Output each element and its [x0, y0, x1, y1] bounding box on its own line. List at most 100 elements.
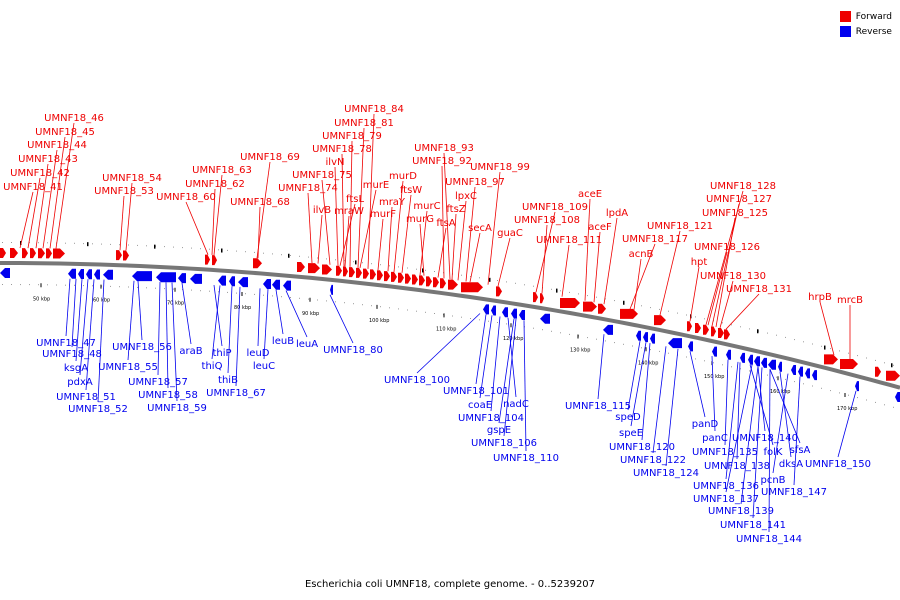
- reverse-gene-label: UMNF18_139: [708, 366, 774, 517]
- forward-gene-label: guaC: [497, 228, 523, 287]
- svg-text:panD: panD: [692, 419, 719, 430]
- reverse-gene-label: UMNF18_136: [693, 361, 759, 492]
- svg-text:coaE: coaE: [468, 400, 492, 411]
- forward-gene-label: UMNF18_99: [470, 162, 530, 285]
- forward-gene-7: [116, 250, 122, 261]
- forward-gene-label: murC: [413, 201, 441, 276]
- reverse-gene-label: thiB: [218, 286, 238, 386]
- svg-text:sfsA: sfsA: [790, 445, 811, 456]
- reverse-gene-15: [283, 280, 291, 291]
- forward-gene-11: [253, 258, 262, 269]
- forward-swatch: [839, 11, 851, 22]
- reverse-swatch: [839, 26, 851, 37]
- svg-text:UMNF18_150: UMNF18_150: [805, 459, 871, 470]
- svg-text:UMNF18_136: UMNF18_136: [693, 481, 759, 492]
- svg-text:thiQ: thiQ: [202, 361, 223, 372]
- forward-gene-label: UMNF18_126: [694, 242, 760, 326]
- svg-text:UMNF18_144: UMNF18_144: [736, 534, 802, 545]
- reverse-gene-label: UMNF18_56: [112, 280, 172, 353]
- forward-gene-25: [405, 273, 411, 284]
- svg-text:murC: murC: [413, 201, 440, 212]
- tick-label: 170 kbp: [837, 406, 857, 412]
- forward-gene-label: UMNF18_60: [156, 192, 216, 255]
- forward-gene-label: murE: [359, 180, 389, 269]
- reverse-gene-label: araB: [179, 283, 203, 357]
- forward-gene-42: [695, 323, 701, 334]
- reverse-gene-33: [754, 356, 760, 367]
- svg-text:hrpB: hrpB: [808, 292, 832, 303]
- svg-text:pcnB: pcnB: [760, 475, 785, 486]
- reverse-gene-27: [668, 338, 682, 349]
- forward-gene-47: [824, 354, 838, 365]
- svg-text:aceF: aceF: [588, 222, 612, 233]
- reverse-gene-label: UMNF18_137: [693, 365, 759, 505]
- svg-text:UMNF18_131: UMNF18_131: [726, 284, 792, 295]
- scale-ticks: 50 kbp 60 kbp 70 kbp 80 kbp 90 kbp 100 kbp 110…: [20, 241, 893, 412]
- reverse-gene-31: [740, 352, 745, 363]
- svg-text:UMNF18_44: UMNF18_44: [27, 140, 87, 151]
- reverse-gene-label: UMNF18_110: [493, 320, 559, 464]
- svg-text:UMNF18_125: UMNF18_125: [702, 208, 768, 219]
- svg-text:UMNF18_42: UMNF18_42: [10, 168, 70, 179]
- reverse-gene-label: UMNF18_141: [720, 367, 786, 531]
- reverse-gene-12: [238, 277, 248, 288]
- forward-gene-label: UMNF18_44: [27, 140, 87, 249]
- svg-text:UMNF18_121: UMNF18_121: [647, 221, 713, 232]
- forward-gene-label: UMNF18_92: [412, 156, 472, 279]
- forward-gene-18: [356, 267, 362, 278]
- forward-gene-label: UMNF18_69: [240, 152, 300, 259]
- reverse-gene-label: UMNF18_115: [565, 334, 631, 412]
- reverse-gene-35: [768, 359, 776, 370]
- reverse-gene-2: [78, 269, 84, 280]
- reverse-gene-9: [190, 273, 202, 284]
- reverse-gene-label: leuC: [253, 289, 275, 372]
- forward-gene-20: [370, 269, 376, 280]
- svg-text:UMNF18_84: UMNF18_84: [344, 104, 404, 115]
- svg-text:UMNF18_117: UMNF18_117: [622, 234, 688, 245]
- forward-gene-9: [205, 254, 210, 265]
- forward-gene-label: UMNF18_54: [102, 173, 162, 251]
- forward-gene-44: [711, 326, 716, 337]
- forward-gene-33: [496, 286, 502, 297]
- svg-text:lpdA: lpdA: [606, 208, 628, 219]
- forward-gene-19: [363, 268, 369, 279]
- svg-text:ksgA: ksgA: [64, 363, 88, 374]
- reverse-gene-36: [778, 361, 782, 372]
- tick-label: 110 kbp: [436, 326, 456, 332]
- forward-gene-label: UMNF18_121: [647, 221, 713, 316]
- forward-gene-32: [461, 282, 483, 293]
- forward-gene-label: murG: [406, 214, 434, 276]
- svg-text:murG: murG: [406, 214, 434, 225]
- forward-gene-28: [426, 276, 432, 287]
- reverse-gene-label: UMNF18_150: [805, 390, 871, 470]
- svg-text:UMNF18_48: UMNF18_48: [42, 349, 102, 360]
- svg-text:araB: araB: [179, 346, 202, 357]
- reverse-gene-0: [0, 268, 10, 279]
- reverse-gene-label: speE: [619, 342, 647, 439]
- svg-text:UMNF18_101: UMNF18_101: [443, 386, 509, 397]
- svg-text:UMNF18_135: UMNF18_135: [692, 447, 758, 458]
- reverse-gene-label: ksgA: [64, 279, 88, 374]
- reverse-gene-label: UMNF18_47: [36, 278, 96, 349]
- svg-text:UMNF18_93: UMNF18_93: [414, 143, 474, 154]
- svg-text:ilvB: ilvB: [313, 205, 331, 216]
- svg-text:UMNF18_46: UMNF18_46: [44, 113, 104, 124]
- forward-gene-label: UMNF18_75: [292, 170, 352, 265]
- reverse-gene-label: UMNF18_124: [633, 348, 699, 479]
- reverse-gene-21: [519, 309, 525, 320]
- svg-text:UMNF18_104: UMNF18_104: [458, 413, 524, 424]
- svg-text:UMNF18_69: UMNF18_69: [240, 152, 300, 163]
- forward-gene-21: [377, 270, 383, 281]
- forward-gene-49: [875, 366, 881, 377]
- svg-text:thiP: thiP: [212, 348, 231, 359]
- svg-text:mraW: mraW: [334, 206, 364, 217]
- reverse-gene-6: [132, 271, 152, 282]
- forward-gene-label: mrcB: [837, 295, 863, 360]
- forward-gene-26: [412, 274, 418, 285]
- reverse-gene-label: UMNF18_55: [98, 280, 158, 373]
- reverse-gene-label: coaE: [468, 315, 493, 411]
- reverse-gene-label: thiQ: [202, 285, 223, 372]
- svg-text:UMNF18_81: UMNF18_81: [334, 118, 394, 129]
- forward-gene-label: UMNF18_109: [522, 202, 588, 293]
- reverse-gene-label: UMNF18_59: [147, 282, 207, 414]
